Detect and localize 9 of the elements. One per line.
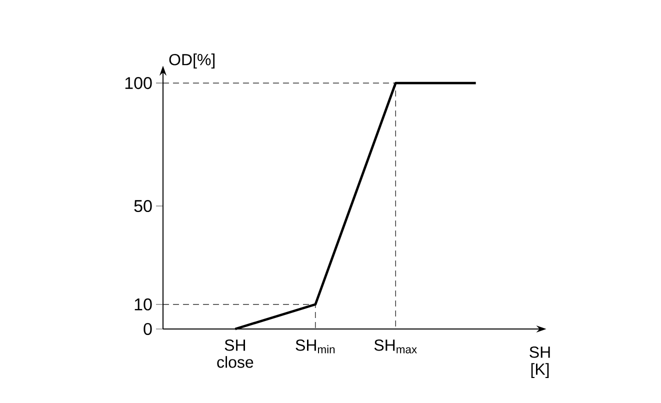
y-tick-label: 100 [125,77,152,90]
x-tick-label: SH close [217,340,254,368]
x-tick-label: SH$_{min}$ [296,340,335,354]
y-tick-label: 10 [134,298,152,310]
y-tick-label: 0 [144,322,152,336]
y-tick-label: 50 [134,200,152,212]
x-axis-title: SH [K] [530,346,550,378]
x-tick-label: SH$_{max}$ [374,340,417,354]
y-axis-title: OD[%] [169,54,215,68]
